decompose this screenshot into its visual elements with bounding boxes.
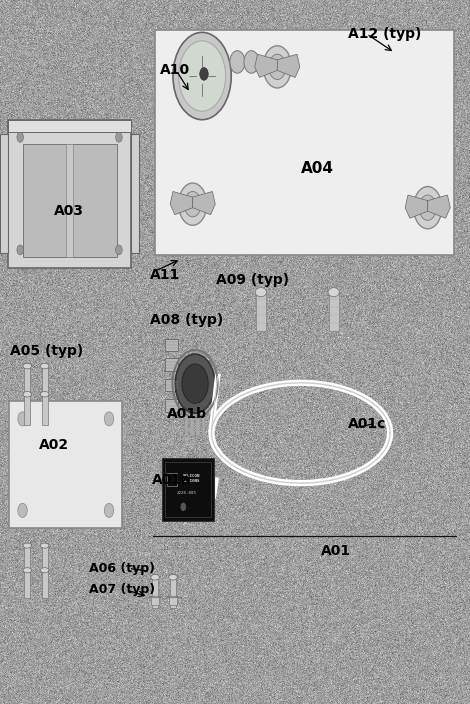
Circle shape [414, 187, 442, 229]
Circle shape [184, 191, 201, 217]
Text: A01b: A01b [167, 407, 207, 421]
Bar [41, 570, 48, 598]
Bar [41, 546, 48, 574]
Ellipse shape [23, 567, 31, 573]
Text: A06 (typ): A06 (typ) [89, 562, 155, 575]
Bar [66, 144, 73, 257]
Text: A12 (typ): A12 (typ) [348, 27, 421, 41]
Bar [24, 366, 30, 397]
Bar [162, 458, 214, 521]
Ellipse shape [40, 363, 49, 369]
Circle shape [17, 132, 24, 142]
Polygon shape [170, 191, 193, 215]
Bar [165, 462, 211, 517]
Text: A08 (typ): A08 (typ) [150, 313, 224, 327]
Bar [165, 339, 178, 351]
Text: A03: A03 [54, 204, 84, 218]
Bar [23, 144, 117, 257]
Bar [196, 415, 200, 436]
Polygon shape [405, 195, 428, 218]
Circle shape [263, 46, 291, 88]
Ellipse shape [23, 363, 31, 369]
Ellipse shape [255, 287, 266, 297]
Polygon shape [277, 54, 300, 77]
Bar [165, 399, 178, 412]
Bar [165, 379, 178, 391]
Ellipse shape [167, 596, 179, 598]
Bar [165, 358, 178, 371]
Bar [8, 120, 131, 268]
Bar [202, 415, 205, 436]
Circle shape [104, 503, 114, 517]
Text: A10: A10 [160, 63, 190, 77]
Ellipse shape [23, 391, 31, 397]
Bar [41, 366, 48, 397]
Bar [169, 597, 177, 605]
Bar [170, 577, 176, 608]
Circle shape [200, 68, 208, 80]
Bar [190, 415, 194, 436]
Text: A01a: A01a [152, 473, 191, 487]
Bar [256, 292, 266, 331]
Bar [329, 292, 339, 331]
Polygon shape [428, 195, 450, 218]
Bar [9, 401, 122, 528]
Ellipse shape [40, 543, 49, 548]
Circle shape [104, 412, 114, 426]
Text: A01: A01 [321, 543, 351, 558]
Ellipse shape [151, 574, 159, 580]
Circle shape [17, 245, 24, 255]
Text: A01c: A01c [348, 417, 386, 431]
Circle shape [419, 195, 436, 220]
Ellipse shape [40, 391, 49, 397]
Text: A02: A02 [39, 438, 69, 452]
Text: A11: A11 [150, 268, 180, 282]
Ellipse shape [23, 543, 31, 548]
Ellipse shape [328, 287, 339, 297]
Circle shape [180, 503, 186, 511]
Text: 2220-005: 2220-005 [177, 491, 196, 495]
Bar [131, 134, 139, 253]
Circle shape [173, 32, 231, 120]
Bar [24, 570, 30, 598]
Bar [185, 415, 188, 436]
Circle shape [269, 54, 286, 80]
Circle shape [230, 51, 245, 73]
Ellipse shape [169, 574, 177, 580]
Ellipse shape [149, 596, 161, 598]
Bar [8, 120, 131, 132]
Circle shape [116, 132, 122, 142]
Bar [24, 546, 30, 574]
Circle shape [244, 51, 259, 73]
Text: A07 (typ): A07 (typ) [89, 584, 156, 596]
Circle shape [175, 354, 215, 413]
Bar [151, 597, 159, 605]
Bar [155, 30, 454, 255]
Bar [152, 577, 158, 608]
Text: A04: A04 [301, 161, 334, 177]
Polygon shape [193, 191, 215, 215]
Text: A05 (typ): A05 (typ) [10, 344, 84, 358]
Text: A09 (typ): A09 (typ) [216, 273, 290, 287]
Text: SILICON
DESIGNS: SILICON DESIGNS [183, 474, 201, 483]
Circle shape [18, 503, 27, 517]
Bar [167, 473, 177, 486]
Bar [24, 394, 30, 425]
Circle shape [179, 183, 207, 225]
Bar [41, 394, 48, 425]
Circle shape [179, 41, 226, 111]
Circle shape [116, 245, 122, 255]
Polygon shape [255, 54, 277, 77]
Circle shape [18, 412, 27, 426]
Bar [0, 134, 8, 253]
Circle shape [182, 364, 208, 403]
Ellipse shape [40, 567, 49, 573]
